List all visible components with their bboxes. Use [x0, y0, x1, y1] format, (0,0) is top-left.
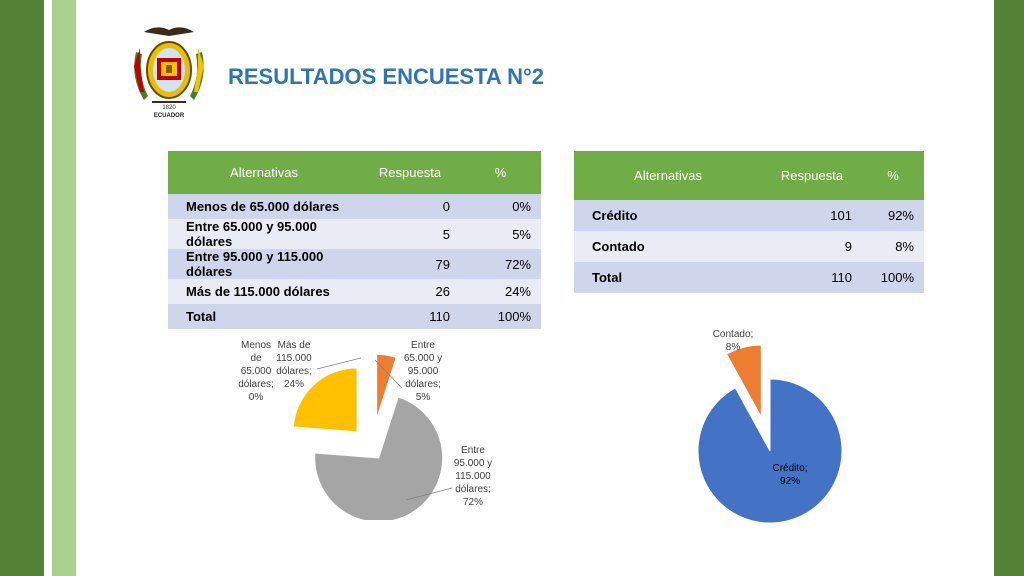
column-header-respuesta: Respuesta	[762, 151, 862, 200]
price-range-table: Alternativas Respuesta % Menos de 65.000…	[168, 151, 541, 329]
slice-contado	[725, 344, 762, 418]
data-label-mas-115000: Más de 115.000 dólares; 24%	[276, 340, 312, 390]
column-header-percent: %	[862, 151, 924, 200]
price-range-pie-chart: Menos de 65.000 dólares; 0%Más de 115.000 dóla…	[238, 340, 492, 520]
table-total-row: Total 110 100%	[168, 304, 541, 329]
row-label: Total	[168, 304, 360, 329]
row-label: Entre 65.000 y 95.000 dólares	[168, 219, 360, 249]
logo-year-text: 1820	[162, 105, 176, 111]
row-percent: 5%	[460, 219, 541, 249]
logo-country-text: ECUADOR	[154, 113, 185, 119]
row-label: Más de 115.000 dólares	[168, 279, 360, 304]
slice-entre-95000-115000	[314, 396, 444, 520]
table-row: Entre 95.000 y 115.000 dólares 79 72%	[168, 249, 541, 279]
column-header-percent: %	[460, 151, 541, 194]
data-label-entre-95000-115000: Entre 95.000 y 115.000 dólares; 72%	[454, 445, 492, 508]
row-percent: 8%	[862, 231, 924, 262]
column-header-alternativas: Alternativas	[574, 151, 762, 200]
table-total-row: Total 110 100%	[574, 262, 924, 293]
left-dark-green-band	[0, 0, 44, 576]
leader-line	[405, 487, 453, 501]
row-count: 26	[360, 279, 460, 304]
row-count: 110	[762, 262, 862, 293]
row-percent: 72%	[460, 249, 541, 279]
data-label-credito: Crédito; 92%	[772, 463, 807, 487]
row-count: 101	[762, 200, 862, 231]
left-white-stripe	[44, 0, 52, 576]
row-count: 79	[360, 249, 460, 279]
table-row: Crédito 101 92%	[574, 200, 924, 231]
payment-method-pie-chart: Crédito; 92% Contado; 8%	[697, 329, 843, 524]
column-header-respuesta: Respuesta	[360, 151, 460, 194]
row-percent: 100%	[460, 304, 541, 329]
table-row: Más de 115.000 dólares 26 24%	[168, 279, 541, 304]
row-percent: 0%	[460, 194, 541, 219]
data-label-contado: Contado; 8%	[713, 329, 754, 353]
slice-entre-65000-95000	[376, 353, 397, 419]
row-percent: 24%	[460, 279, 541, 304]
right-dark-green-band	[994, 0, 1024, 576]
ecuador-coat-of-arms-logo: 1820 ECUADOR	[134, 27, 204, 119]
page-title: RESULTADOS ENCUESTA N°2	[228, 64, 545, 89]
table-row: Entre 65.000 y 95.000 dólares 5 5%	[168, 219, 541, 249]
row-label: Contado	[574, 231, 762, 262]
leader-line	[316, 357, 362, 370]
left-light-green-band	[52, 0, 76, 576]
table-header-row: Alternativas Respuesta %	[574, 151, 924, 200]
leader-line	[374, 359, 403, 389]
row-count: 0	[360, 194, 460, 219]
table-row: Menos de 65.000 dólares 0 0%	[168, 194, 541, 219]
row-count: 110	[360, 304, 460, 329]
payment-method-table: Alternativas Respuesta % Crédito 101 92%…	[574, 151, 924, 293]
slice-credito	[697, 378, 843, 524]
row-label: Crédito	[574, 200, 762, 231]
row-percent: 100%	[862, 262, 924, 293]
column-header-alternativas: Alternativas	[168, 151, 360, 194]
data-label-entre-65000-95000: Entre 65.000 y 95.000 dólares; 5%	[404, 340, 442, 403]
row-label: Menos de 65.000 dólares	[168, 194, 360, 219]
row-percent: 92%	[862, 200, 924, 231]
table-header-row: Alternativas Respuesta %	[168, 151, 541, 194]
row-count: 5	[360, 219, 460, 249]
slice-mas-115000	[292, 367, 358, 433]
data-label-menos-65000: Menos de 65.000 dólares; 0%	[238, 340, 274, 403]
row-label: Entre 95.000 y 115.000 dólares	[168, 249, 360, 279]
row-label: Total	[574, 262, 762, 293]
row-count: 9	[762, 231, 862, 262]
table-row: Contado 9 8%	[574, 231, 924, 262]
